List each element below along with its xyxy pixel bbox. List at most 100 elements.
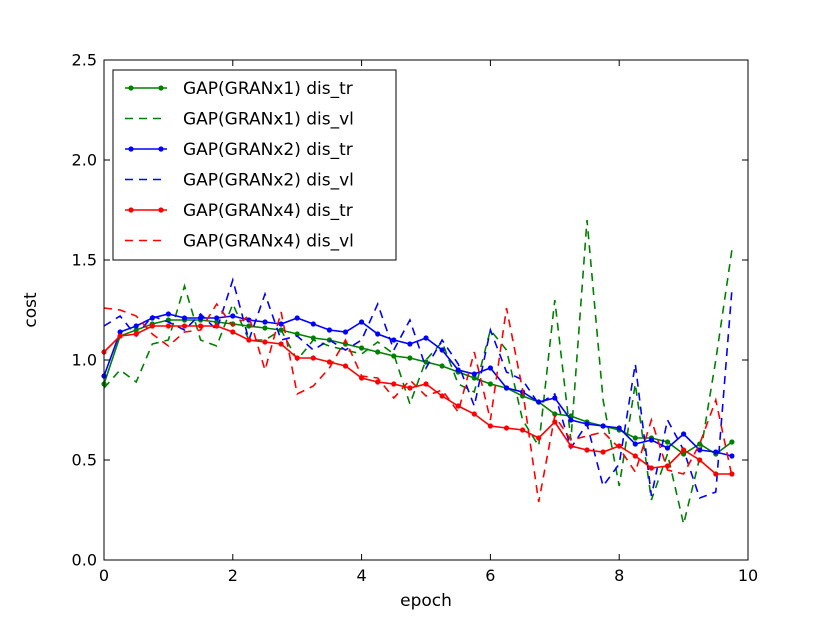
y-tick-label: 2.5	[72, 51, 97, 70]
data-point	[681, 451, 687, 457]
x-tick-label: 4	[357, 566, 367, 585]
data-point	[310, 355, 316, 361]
data-point	[262, 339, 268, 345]
data-point	[342, 329, 349, 335]
series-line	[103, 277, 733, 500]
data-point	[697, 457, 703, 463]
data-point	[214, 323, 220, 329]
data-point	[375, 349, 381, 355]
data-point	[214, 319, 220, 325]
data-point	[310, 321, 316, 327]
data-point	[294, 315, 300, 321]
y-tick-label: 2.0	[72, 151, 97, 170]
legend-marker	[158, 85, 164, 91]
legend-item: GAP(GRANx4) dis_vl	[125, 232, 354, 252]
data-point	[375, 331, 381, 337]
legend-label: GAP(GRANx4) dis_vl	[183, 232, 354, 252]
data-point	[149, 323, 155, 329]
data-point	[584, 447, 590, 453]
data-point	[455, 367, 461, 373]
y-axis-label: cost	[21, 292, 41, 328]
data-point	[503, 385, 510, 391]
series-layer	[101, 219, 735, 525]
data-point	[262, 325, 268, 331]
y-tick-label: 1.5	[72, 251, 97, 270]
data-point	[423, 359, 429, 365]
data-point	[407, 355, 413, 361]
y-tick-label: 0.0	[72, 551, 97, 570]
data-point	[326, 327, 332, 333]
data-point	[681, 447, 687, 453]
data-point	[632, 453, 638, 459]
x-tick-label: 6	[485, 566, 495, 585]
legend: GAP(GRANx1) dis_tr GAP(GRANx1) dis_vl GAP(…	[112, 69, 397, 261]
data-point	[503, 425, 510, 431]
data-point	[391, 381, 397, 387]
data-point	[552, 411, 558, 417]
data-point	[246, 337, 252, 343]
data-point	[600, 449, 606, 455]
data-point	[294, 355, 300, 361]
data-point	[133, 331, 139, 337]
data-point	[359, 319, 365, 325]
data-point	[487, 381, 493, 387]
data-point	[117, 329, 123, 335]
data-point	[729, 439, 735, 445]
x-axis-label: epoch	[400, 591, 452, 611]
data-point	[664, 445, 671, 451]
plot-frame	[103, 59, 749, 561]
data-point	[487, 423, 493, 429]
data-point	[439, 347, 445, 353]
data-point	[439, 363, 445, 369]
series-line	[103, 302, 733, 503]
legend-label: GAP(GRANx2) dis_vl	[183, 171, 354, 191]
x-tick-label: 2	[228, 566, 238, 585]
data-point	[246, 323, 252, 329]
legend-marker	[158, 146, 164, 152]
data-point	[230, 329, 236, 335]
legend-label: GAP(GRANx1) dis_vl	[183, 110, 354, 130]
data-point	[616, 425, 622, 431]
data-point	[181, 315, 188, 321]
data-point	[520, 427, 526, 433]
data-point	[214, 315, 220, 321]
legend-marker	[128, 146, 134, 152]
data-point	[648, 465, 655, 471]
data-point	[648, 437, 655, 443]
data-point	[133, 327, 139, 333]
data-point	[391, 337, 397, 343]
data-point	[133, 323, 139, 329]
data-point	[423, 335, 429, 341]
data-point	[664, 439, 671, 445]
data-point	[568, 417, 574, 423]
data-point	[407, 341, 413, 347]
data-point	[198, 315, 204, 321]
data-point	[471, 371, 477, 377]
data-point	[165, 323, 171, 329]
data-point	[487, 365, 493, 371]
data-point	[632, 435, 638, 441]
data-point	[713, 471, 719, 477]
legend-label: GAP(GRANx4) dis_tr	[183, 201, 353, 221]
data-point	[117, 333, 123, 339]
data-point	[681, 431, 687, 437]
legend-marker	[128, 207, 134, 213]
data-point	[359, 345, 365, 351]
legend-item: GAP(GRANx2) dis_tr	[125, 140, 353, 160]
legend-item: GAP(GRANx1) dis_vl	[125, 110, 354, 130]
data-point	[181, 323, 188, 329]
x-tick-label: 8	[614, 566, 624, 585]
data-point	[310, 335, 316, 341]
x-tick-label: 0	[99, 566, 109, 585]
data-point	[230, 313, 236, 319]
data-point	[471, 375, 477, 381]
data-point	[632, 441, 638, 447]
series-5	[103, 302, 733, 503]
data-point	[407, 385, 413, 391]
legend-label: GAP(GRANx2) dis_tr	[183, 140, 353, 160]
legend-box	[112, 69, 397, 261]
data-point	[342, 363, 349, 369]
ticks-layer: 0 2 4 6 8 10 0.0 0.5 1.0 1.5 2.0 2.5	[72, 51, 759, 586]
data-point	[600, 423, 606, 429]
